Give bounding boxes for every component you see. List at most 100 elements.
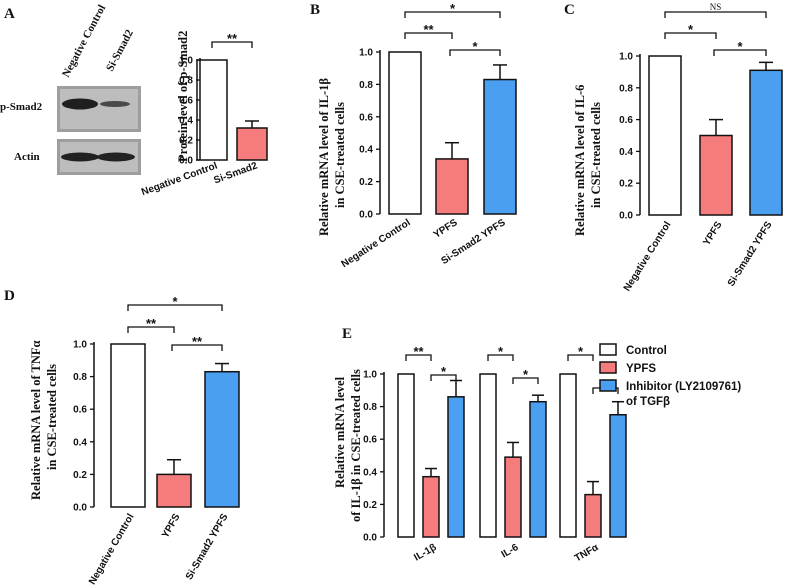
chart-d-ylabel-line1: Relative mRNA level of TNFα	[29, 340, 43, 500]
chart-b-bar	[388, 51, 422, 215]
chart-d-significance-bracket	[127, 326, 175, 333]
chart-d-ylabel-line2: in CSE-treated cells	[45, 364, 59, 470]
blot-band-psmad2-sismad2	[100, 101, 130, 107]
chart-a-significance-label: **	[227, 31, 238, 46]
chart-d-y-tick-label: 0.8	[73, 372, 87, 383]
chart-b-x-category-label: Negative Control	[340, 217, 413, 270]
chart-b-y-tick-label: 0.8	[359, 80, 373, 91]
blot-row-label-actin: Actin	[14, 151, 40, 163]
chart-d: Relative mRNA level of TNFα in CSE-treat…	[29, 294, 240, 587]
chart-b-ylabel-line2: in CSE-treated cells	[333, 102, 347, 208]
chart-d-y-tick-label: 0.4	[73, 437, 87, 448]
chart-e-bar	[397, 373, 415, 538]
legend-label-control: Control	[626, 345, 667, 357]
legend-label-inhibitor-line1: Inhibitor (LY2109761)	[626, 381, 741, 393]
chart-e-significance-label: *	[523, 367, 529, 382]
chart-c-x-category-label: Negative Control	[622, 220, 674, 294]
chart-e-bar	[584, 493, 602, 538]
chart-a-significance-bracket	[211, 41, 253, 48]
legend-label-ypfs: YPFS	[626, 363, 656, 375]
chart-c-bar	[749, 69, 783, 216]
chart-a-y-tick-label: 1.0	[179, 56, 193, 67]
chart-d-x-category-label: YPFS	[160, 512, 183, 540]
chart-e-x-category-label: IL-1β	[412, 542, 438, 563]
chart-b-y-tick-label: 0.6	[359, 112, 373, 123]
chart-a: Protein level of p-Smad2 Negative Contro…	[140, 31, 268, 198]
chart-e-bar	[479, 373, 497, 538]
chart-d-significance-label: *	[172, 294, 178, 309]
panel-letter-c: C	[564, 2, 575, 18]
chart-b: Relative mRNA level of IL-1β in CSE-trea…	[317, 1, 517, 270]
panel-letter-a: A	[4, 6, 15, 22]
chart-e-bar	[422, 475, 440, 538]
chart-a-bar	[236, 127, 268, 161]
chart-b-significance-label: *	[472, 39, 478, 54]
chart-b-bar	[435, 158, 469, 215]
chart-d-y-tick-label: 0.6	[73, 405, 87, 416]
chart-b-y-tick-label: 0.4	[359, 145, 373, 156]
blot-band-actin-control	[61, 152, 99, 162]
chart-d-bar	[156, 473, 192, 508]
chart-e-significance-label: **	[413, 344, 424, 359]
chart-d-significance-label: **	[192, 334, 203, 349]
chart-c-y-tick-label: 0.4	[619, 147, 633, 158]
panel-letter-e: E	[342, 326, 352, 342]
chart-d-y-tick-label: 0.2	[73, 470, 87, 481]
panel-letter-d: D	[4, 288, 15, 304]
blot-band-actin-sismad2	[97, 152, 135, 162]
chart-a-y-tick-label: 0.2	[179, 136, 193, 147]
chart-d-bar	[204, 370, 240, 508]
chart-d-bar	[110, 343, 146, 508]
chart-e-bar	[447, 396, 465, 538]
chart-b-significance-bracket	[404, 32, 453, 39]
legend-swatch-control	[599, 343, 617, 356]
chart-c-x-category-label: Si-Smad2 YPFS	[726, 219, 775, 288]
chart-e-significance-label: *	[441, 364, 447, 379]
chart-e-x-category-label: TNFα	[573, 542, 601, 565]
chart-b-significance-bracket	[404, 11, 501, 18]
chart-c-y-tick-label: 0.8	[619, 83, 633, 94]
chart-b-significance-label: **	[423, 22, 434, 37]
chart-e-significance-bracket	[512, 377, 539, 384]
chart-a-ylabel: Protein level of p-Smad2	[176, 31, 190, 162]
chart-c-y-tick-label: 0.6	[619, 115, 633, 126]
chart-e-bar	[504, 456, 522, 538]
panel-letter-b: B	[310, 2, 320, 18]
chart-b-x-category-label: YPFS	[432, 217, 460, 241]
chart-b-ylabel-line1: Relative mRNA level of IL-1β	[317, 78, 331, 236]
chart-c-significance-bracket	[713, 49, 767, 56]
chart-e-significance-bracket	[405, 354, 432, 361]
chart-e-y-tick-label: 0.8	[363, 402, 377, 413]
chart-c-significance-label: NS	[710, 2, 722, 12]
blot-row-label-psmad2: p-Smad2	[0, 101, 43, 113]
chart-e-ylabel-line1: Relative mRNA level	[333, 376, 347, 488]
chart-e-bar	[529, 400, 547, 538]
chart-e-ylabel-line2: of IL-1β in CSE-treated cells	[349, 369, 363, 522]
chart-b-y-tick-label: 1.0	[359, 48, 373, 59]
chart-e-y-tick-label: 0.6	[363, 435, 377, 446]
chart-e-x-category-label: IL-6	[500, 542, 521, 561]
chart-e-significance-bracket	[487, 354, 514, 361]
chart-a-y-tick-label: 0.4	[179, 116, 193, 127]
blot-background-psmad2	[60, 89, 138, 129]
chart-d-x-category-label: Negative Control	[87, 512, 137, 587]
chart-a-y-tick-label: 0.8	[179, 76, 193, 87]
legend-swatch-inhibitor	[599, 379, 617, 392]
chart-e-significance-bracket	[567, 354, 594, 361]
chart-e-legend: Control YPFS Inhibitor (LY2109761) of TG…	[599, 343, 741, 408]
chart-e-bar	[609, 414, 627, 538]
chart-c-significance-bracket	[664, 32, 717, 39]
chart-c-significance-label: *	[688, 22, 694, 37]
chart-b-y-tick-label: 0.2	[359, 177, 373, 188]
chart-e-y-tick-label: 0.2	[363, 500, 377, 511]
legend-label-inhibitor-line2: of TGFβ	[626, 396, 670, 408]
chart-e-y-tick-label: 1.0	[363, 370, 377, 381]
blot-column-label-negative-control: Negative Control	[60, 3, 108, 79]
western-blot: Negative Control Si-Smad2 p-Smad2 Actin	[0, 3, 141, 175]
chart-c-ylabel-line2: in CSE-treated cells	[589, 102, 603, 208]
chart-c-significance-bracket	[664, 11, 767, 18]
chart-e-significance-label: *	[578, 344, 584, 359]
chart-a-y-tick-label: 0.0	[179, 156, 193, 167]
chart-c-y-tick-label: 0.2	[619, 179, 633, 190]
